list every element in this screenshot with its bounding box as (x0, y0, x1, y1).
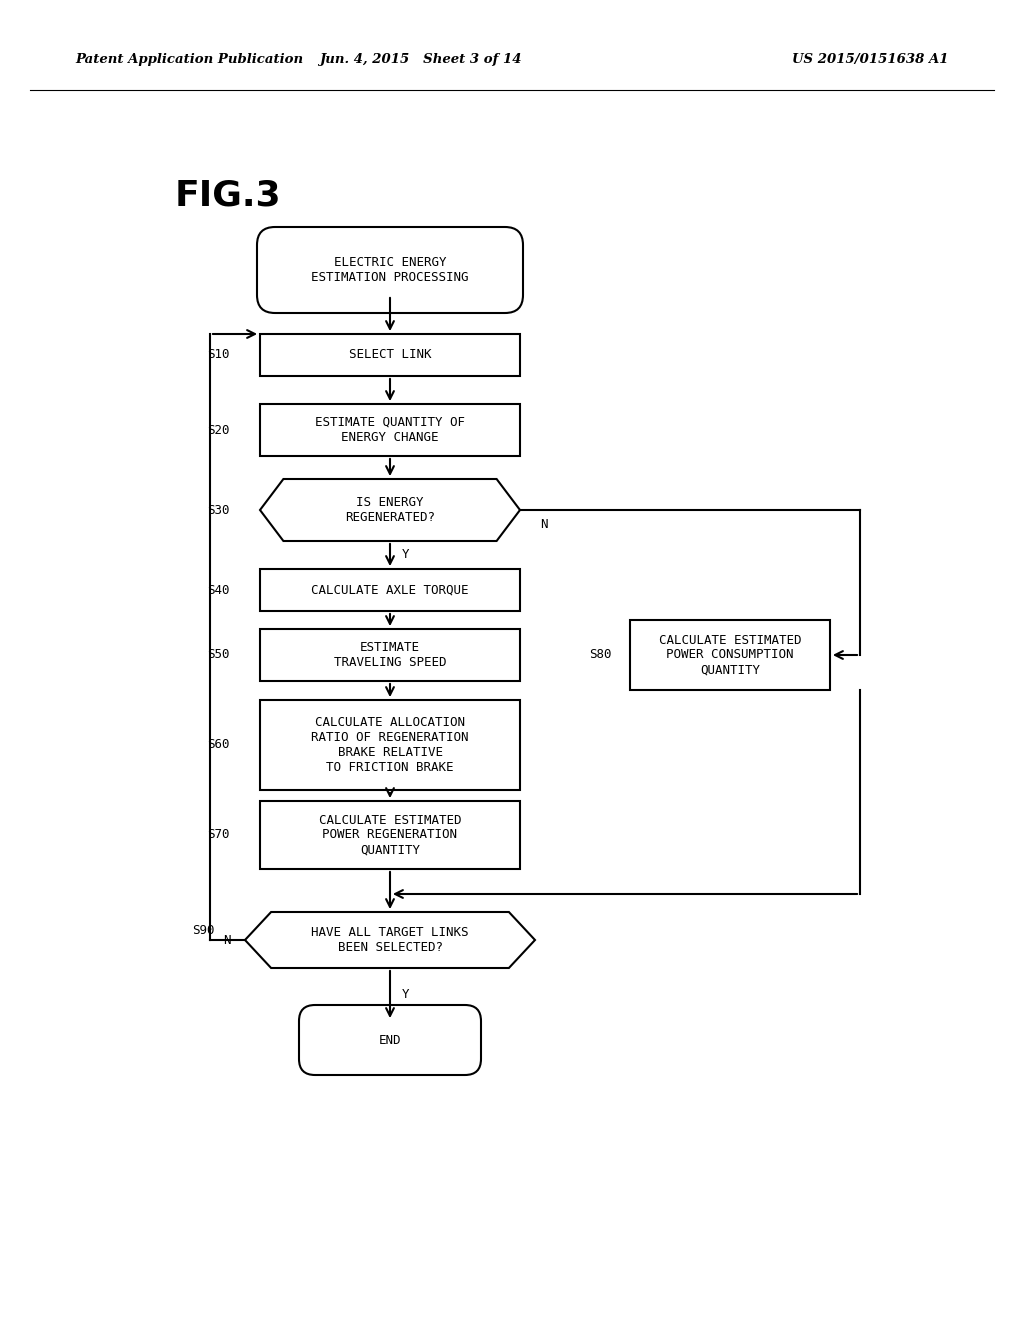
Bar (260, 801, 520, 869)
Bar (260, 404, 520, 455)
Text: US 2015/0151638 A1: US 2015/0151638 A1 (792, 54, 948, 66)
Text: END: END (379, 1034, 401, 1047)
Text: FIG.3: FIG.3 (175, 178, 282, 213)
Text: Y: Y (402, 549, 410, 561)
Polygon shape (260, 479, 520, 541)
Bar (630, 620, 830, 690)
Text: S60: S60 (207, 738, 229, 751)
Text: S40: S40 (207, 583, 229, 597)
Text: S50: S50 (207, 648, 229, 661)
Text: SELECT LINK: SELECT LINK (349, 348, 431, 362)
Text: ESTIMATE
TRAVELING SPEED: ESTIMATE TRAVELING SPEED (334, 642, 446, 669)
FancyBboxPatch shape (299, 1005, 481, 1074)
Text: ESTIMATE QUANTITY OF
ENERGY CHANGE: ESTIMATE QUANTITY OF ENERGY CHANGE (315, 416, 465, 444)
Polygon shape (245, 912, 535, 968)
Text: CALCULATE ESTIMATED
POWER REGENERATION
QUANTITY: CALCULATE ESTIMATED POWER REGENERATION Q… (318, 813, 461, 857)
Text: HAVE ALL TARGET LINKS
BEEN SELECTED?: HAVE ALL TARGET LINKS BEEN SELECTED? (311, 927, 469, 954)
Text: CALCULATE ESTIMATED
POWER CONSUMPTION
QUANTITY: CALCULATE ESTIMATED POWER CONSUMPTION QU… (658, 634, 801, 676)
Text: S20: S20 (207, 424, 229, 437)
Text: N: N (223, 933, 231, 946)
Text: CALCULATE ALLOCATION
RATIO OF REGENERATION
BRAKE RELATIVE
TO FRICTION BRAKE: CALCULATE ALLOCATION RATIO OF REGENERATI… (311, 715, 469, 774)
Text: S80: S80 (589, 648, 611, 661)
Text: Y: Y (402, 987, 410, 1001)
Bar (260, 700, 520, 789)
Text: CALCULATE AXLE TORQUE: CALCULATE AXLE TORQUE (311, 583, 469, 597)
Text: S10: S10 (207, 348, 229, 362)
FancyBboxPatch shape (257, 227, 523, 313)
Bar (260, 334, 520, 376)
Text: Jun. 4, 2015   Sheet 3 of 14: Jun. 4, 2015 Sheet 3 of 14 (318, 54, 521, 66)
Bar (260, 630, 520, 681)
Text: S90: S90 (191, 924, 214, 936)
Text: IS ENERGY
REGENERATED?: IS ENERGY REGENERATED? (345, 496, 435, 524)
Text: ELECTRIC ENERGY
ESTIMATION PROCESSING: ELECTRIC ENERGY ESTIMATION PROCESSING (311, 256, 469, 284)
Text: N: N (540, 517, 548, 531)
Bar (260, 569, 520, 611)
Text: S30: S30 (207, 503, 229, 516)
Text: Patent Application Publication: Patent Application Publication (75, 54, 303, 66)
Text: S70: S70 (207, 829, 229, 842)
